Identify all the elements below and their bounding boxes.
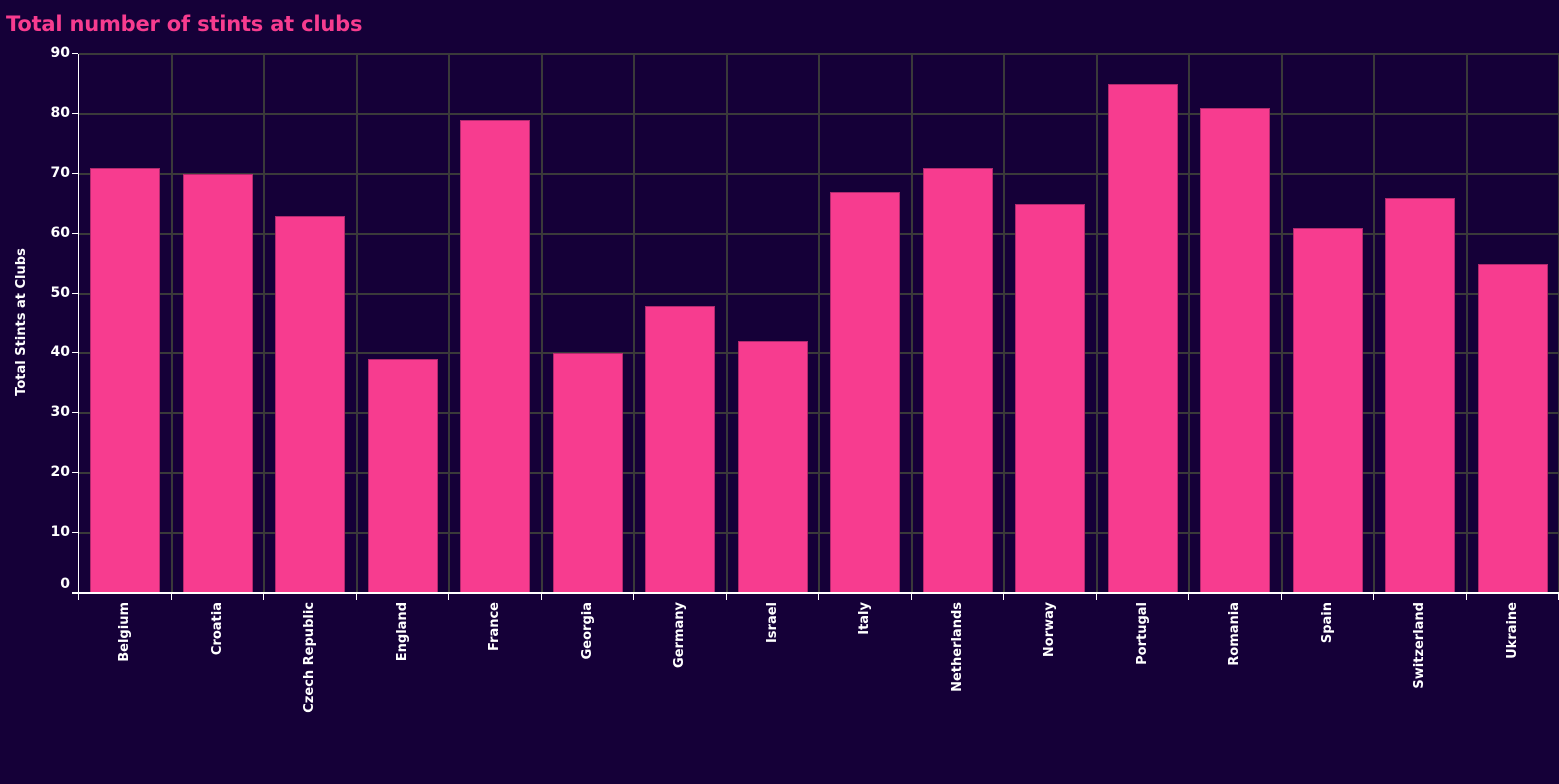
v-gridline [1373, 54, 1375, 593]
x-tick [725, 593, 727, 600]
x-tick [1280, 593, 1282, 600]
x-tick-label-england: England [394, 602, 410, 662]
x-tick [1003, 593, 1004, 600]
x-tick-label-spain: Spain [1319, 602, 1335, 644]
x-tick-label-croatia: Croatia [209, 602, 225, 656]
bar-france[interactable] [460, 119, 531, 593]
x-tick [1373, 593, 1374, 600]
x-tick [355, 593, 357, 600]
y-tick-label: 80 [50, 104, 70, 121]
x-tick-label-switzerland: Switzerland [1412, 602, 1428, 689]
x-tick [818, 593, 819, 600]
y-tick [72, 53, 78, 54]
x-tick [1465, 593, 1467, 600]
x-tick [1095, 593, 1097, 600]
bar-ukraine[interactable] [1477, 263, 1548, 593]
x-tick-label-ukraine: Ukraine [1504, 602, 1520, 659]
v-gridline [1465, 54, 1468, 593]
bar-england[interactable] [367, 359, 438, 593]
bar-croatia[interactable] [182, 173, 253, 593]
y-axis-line [78, 54, 79, 594]
v-gridline [633, 54, 635, 593]
bar-switzerland[interactable] [1385, 197, 1456, 593]
x-tick [910, 593, 912, 600]
bar-romania[interactable] [1200, 107, 1271, 593]
bar-belgium[interactable] [90, 167, 161, 593]
x-tick-label-czech-republic: Czech Republic [302, 602, 318, 713]
y-tick [72, 592, 78, 593]
y-tick [72, 532, 78, 534]
bar-netherlands[interactable] [922, 167, 993, 593]
bar-israel[interactable] [737, 341, 808, 593]
v-gridline [540, 54, 543, 593]
bar-spain[interactable] [1292, 227, 1363, 593]
x-tick-label-italy: Italy [857, 602, 873, 635]
v-gridline [355, 54, 358, 593]
y-tick [72, 472, 78, 474]
bar-portugal[interactable] [1107, 83, 1178, 593]
y-axis-title: Total Stints at Clubs [14, 248, 29, 396]
x-tick-label-germany: Germany [672, 602, 688, 668]
v-gridline [1188, 54, 1190, 593]
y-tick-label: 60 [50, 224, 70, 241]
y-tick [72, 412, 78, 414]
y-tick [72, 352, 78, 354]
v-gridline [1280, 54, 1283, 593]
bar-norway[interactable] [1015, 203, 1086, 593]
y-tick-label: 40 [50, 344, 70, 361]
y-tick-label: 30 [50, 404, 70, 421]
v-gridline [1095, 54, 1098, 593]
y-tick-label: 70 [50, 164, 70, 181]
v-gridline [448, 54, 450, 593]
x-tick [633, 593, 634, 600]
x-tick [78, 593, 79, 600]
bar-germany[interactable] [645, 305, 716, 593]
x-tick-label-norway: Norway [1042, 602, 1058, 658]
x-tick-label-netherlands: Netherlands [949, 602, 965, 692]
y-tick-label: 0 [60, 576, 70, 592]
v-gridline [725, 54, 728, 593]
y-tick [72, 232, 78, 234]
x-tick-label-romania: Romania [1227, 602, 1243, 666]
x-tick-label-israel: Israel [764, 602, 780, 644]
v-gridline [1003, 54, 1005, 593]
y-tick-label: 90 [50, 45, 70, 61]
y-tick [72, 112, 78, 114]
x-tick [263, 593, 264, 600]
bar-georgia[interactable] [552, 353, 623, 593]
y-tick-label: 10 [50, 524, 70, 541]
y-tick [72, 292, 78, 294]
v-gridline [818, 54, 820, 593]
bar-czech-republic[interactable] [275, 215, 346, 593]
v-gridline [263, 54, 265, 593]
x-tick-label-georgia: Georgia [579, 602, 595, 660]
x-tick-label-belgium: Belgium [117, 602, 133, 662]
x-axis-line [72, 592, 1559, 594]
x-tick-label-france: France [487, 602, 503, 652]
plot-area [79, 53, 1559, 593]
v-gridline [170, 54, 173, 593]
v-gridline [910, 54, 913, 593]
y-tick-label: 50 [50, 284, 70, 301]
bar-italy[interactable] [830, 191, 901, 593]
x-tick [540, 593, 542, 600]
chart-title: Total number of stints at clubs [6, 12, 363, 36]
x-tick [1188, 593, 1189, 600]
x-tick [448, 593, 449, 600]
x-tick-label-portugal: Portugal [1134, 602, 1150, 665]
y-tick [72, 172, 78, 174]
x-tick [170, 593, 172, 600]
y-tick-label: 20 [50, 464, 70, 481]
